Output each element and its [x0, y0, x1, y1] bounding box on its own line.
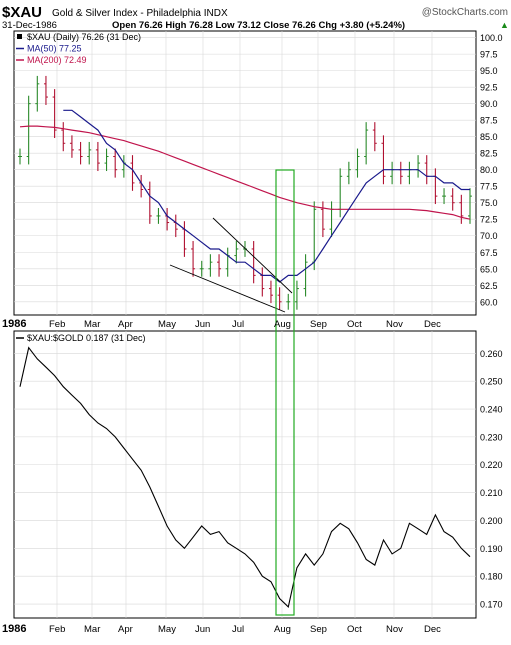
price-x-label: Aug	[274, 319, 291, 330]
date-label: 31-Dec-1986	[2, 20, 57, 31]
price-tick-label: 90.0	[480, 99, 498, 109]
price-tick-label: 60.0	[480, 297, 498, 307]
ratio-x-label: Mar	[84, 624, 100, 635]
price-x-label: Nov	[386, 319, 403, 330]
ratio-tick-label: 0.230	[480, 432, 503, 442]
watermark: @StockCharts.com	[422, 7, 508, 18]
ratio-x-axis: 1986 Feb Mar Apr May Jun Jul Aug Sep Oct Nov Dec	[2, 623, 441, 635]
price-tick-label: 75.0	[480, 198, 498, 208]
price-panel	[13, 30, 477, 316]
price-tick-label: 62.5	[480, 281, 498, 291]
price-tick-label: 65.0	[480, 264, 498, 274]
legend-entry: $XAU:$GOLD 0.187 (31 Dec)	[27, 333, 146, 343]
price-tick-label: 87.5	[480, 116, 498, 126]
ratio-x-label: Jul	[232, 624, 244, 635]
ratio-tick-label: 0.190	[480, 544, 503, 554]
price-tick-label: 100.0	[480, 33, 503, 43]
ratio-tick-label: 0.260	[480, 349, 503, 359]
legend-entry: MA(200) 72.49	[27, 55, 87, 65]
price-tick-label: 72.5	[480, 215, 498, 225]
ratio-x-label: Oct	[347, 624, 362, 635]
wedge-trendlines	[169, 217, 293, 313]
price-tick-label: 97.5	[480, 50, 498, 60]
price-x-label: Mar	[84, 319, 100, 330]
price-x-label: Jul	[232, 319, 244, 330]
ratio-x-label: Jun	[195, 624, 210, 635]
price-tick-label: 67.5	[480, 248, 498, 258]
ratio-x-label: Feb	[49, 624, 65, 635]
price-x-label: Jun	[195, 319, 210, 330]
price-tick-label: 70.0	[480, 231, 498, 241]
quote-line: Open 76.26 High 76.28 Low 73.12 Close 76…	[112, 20, 405, 31]
ratio-x-label: Apr	[118, 624, 133, 635]
ratio-tick-label: 0.250	[480, 377, 503, 387]
ratio-tick-label: 0.210	[480, 488, 503, 498]
ratio-panel	[13, 330, 477, 619]
price-x-axis: 1986 Feb Mar Apr May Jun Jul Aug Sep Oct Nov Dec	[2, 318, 441, 330]
price-x-label: Apr	[118, 319, 133, 330]
price-tick-label: 80.0	[480, 165, 498, 175]
ratio-axis: 0.260 0.250 0.240 0.230 0.220 0.210 0.200 0.190…	[480, 349, 503, 610]
up-arrow-icon: ▲	[500, 20, 509, 30]
legend-swatch	[17, 34, 22, 39]
price-x-label: 1986	[2, 318, 26, 330]
ratio-gridlines	[14, 331, 476, 618]
symbol-label: $XAU	[2, 4, 42, 21]
ratio-line	[19, 346, 471, 608]
legend-entry: MA(50) 77.25	[27, 44, 82, 54]
ratio-tick-label: 0.220	[480, 460, 503, 470]
highlight-box	[275, 169, 295, 616]
price-x-label: Oct	[347, 319, 362, 330]
ratio-tick-label: 0.200	[480, 516, 503, 526]
ratio-x-label: Nov	[386, 624, 403, 635]
ratio-legend: $XAU:$GOLD 0.187 (31 Dec)	[16, 333, 146, 343]
ratio-x-label: Sep	[310, 624, 327, 635]
ratio-tick-label: 0.170	[480, 600, 503, 610]
price-tick-label: 82.5	[480, 149, 498, 159]
ratio-x-label: Aug	[274, 624, 291, 635]
index-name: Gold & Silver Index - Philadelphia INDX	[52, 8, 228, 19]
ratio-x-label: Dec	[424, 624, 441, 635]
ratio-x-label: 1986	[2, 623, 26, 635]
price-tick-label: 85.0	[480, 132, 498, 142]
price-tick-label: 77.5	[480, 182, 498, 192]
price-axis: 100.0 97.5 95.0 92.5 90.0 87.5 85.0 82.5 80.0 77.…	[480, 33, 503, 307]
ratio-x-label: May	[158, 624, 176, 635]
ratio-tick-label: 0.240	[480, 405, 503, 415]
ma50-line	[63, 109, 470, 283]
ma200-line	[19, 125, 471, 220]
price-x-label: Dec	[424, 319, 441, 330]
ratio-tick-label: 0.180	[480, 572, 503, 582]
price-x-label: Sep	[310, 319, 327, 330]
price-x-label: May	[158, 319, 176, 330]
price-tick-label: 92.5	[480, 83, 498, 93]
price-legend: $XAU (Daily) 76.26 (31 Dec) MA(50) 77.25M…	[16, 32, 141, 65]
price-tick-label: 95.0	[480, 66, 498, 76]
price-x-label: Feb	[49, 319, 65, 330]
legend-entry: $XAU (Daily) 76.26 (31 Dec)	[27, 32, 141, 42]
